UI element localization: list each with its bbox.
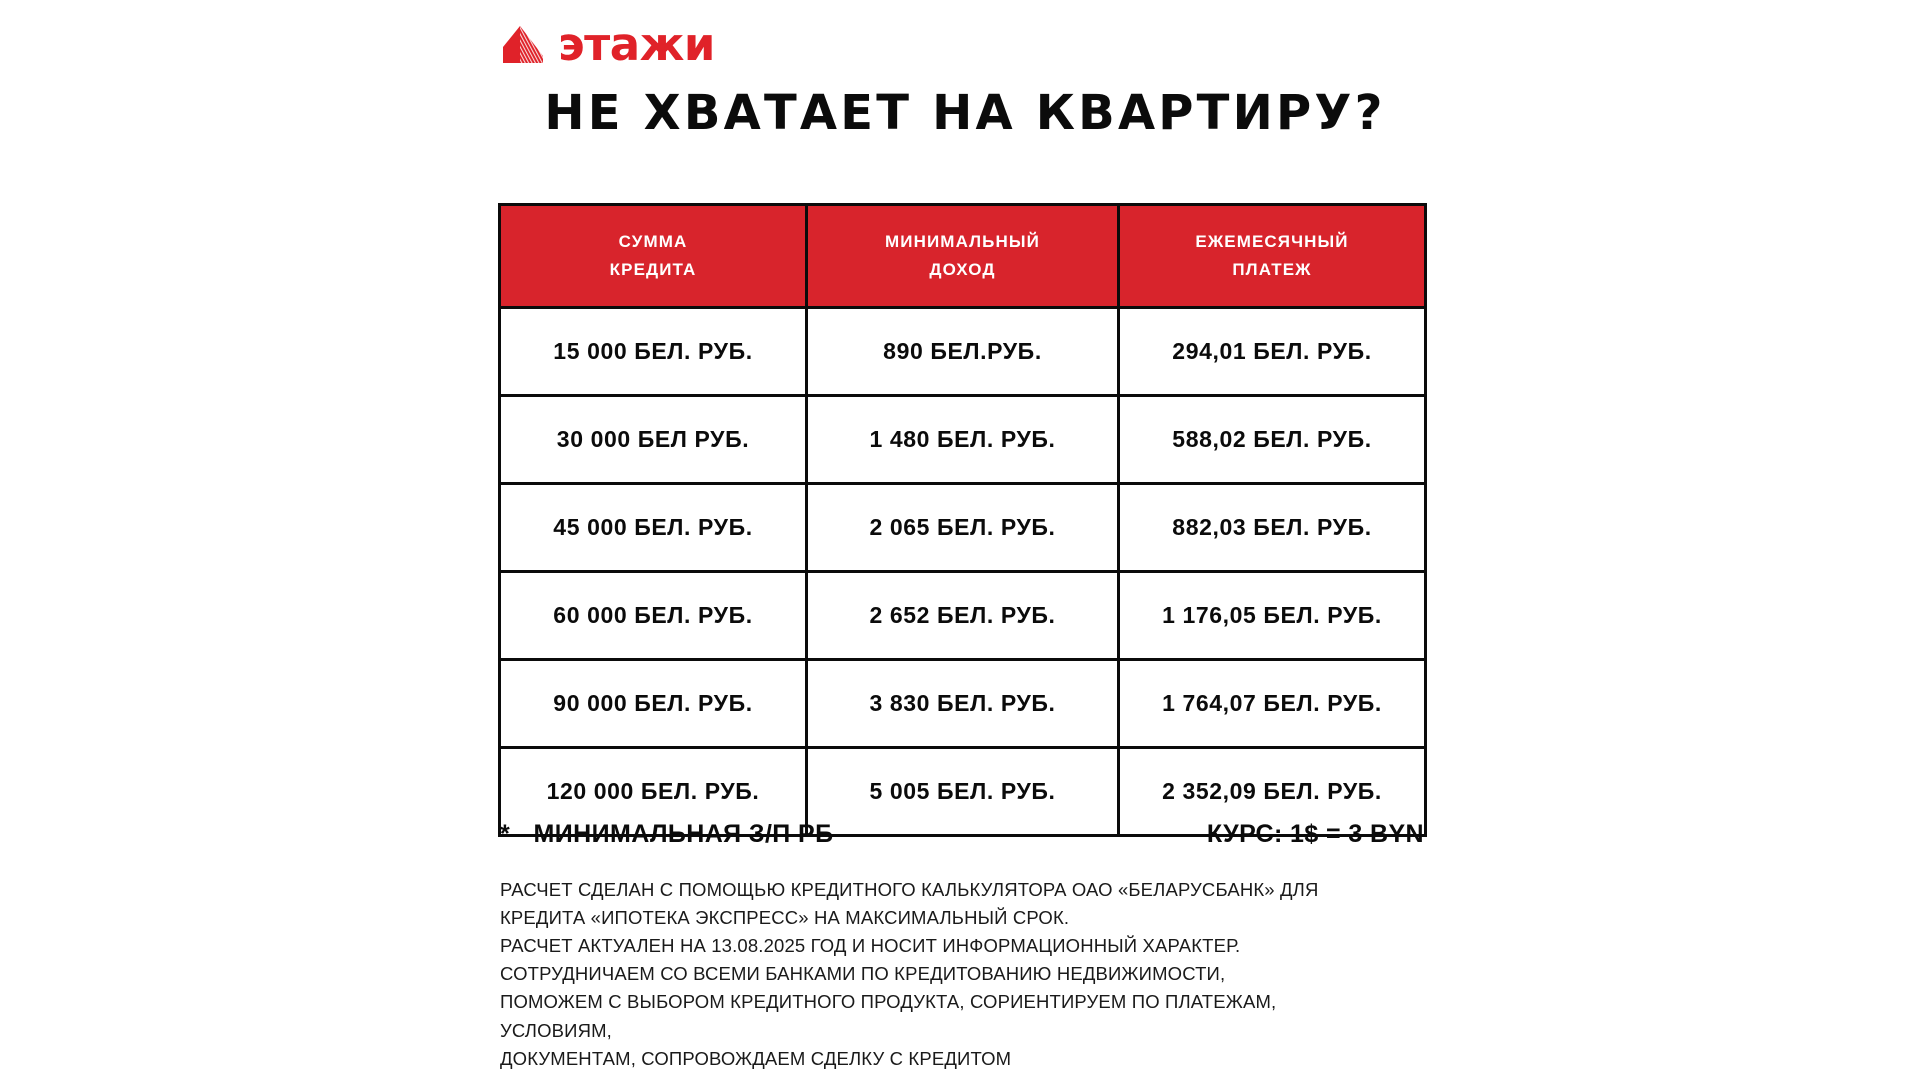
cell-loan-amount: 45 000 БЕЛ. РУБ.: [498, 482, 808, 573]
cell-monthly-payment: 1 176,05 БЕЛ. РУБ.: [1117, 570, 1427, 661]
page-title: НЕ ХВАТАЕТ НА КВАРТИРУ?: [544, 85, 1386, 141]
brand-name: этажи: [558, 17, 715, 71]
cell-monthly-payment: 588,02 БЕЛ. РУБ.: [1117, 394, 1427, 485]
header-line-2: КРЕДИТА: [609, 260, 697, 279]
cell-monthly-payment: 882,03 БЕЛ. РУБ.: [1117, 482, 1427, 573]
disclaimer-block: РАСЧЕТ СДЕЛАН С ПОМОЩЬЮ КРЕДИТНОГО КАЛЬК…: [500, 876, 1460, 1073]
table-header-row: СУММА КРЕДИТА МИНИМАЛЬНЫЙ ДОХОД ЕЖЕМЕСЯЧ…: [498, 203, 1427, 309]
disclaimer-line: ПОМОЖЕМ С ВЫБОРОМ КРЕДИТНОГО ПРОДУКТА, С…: [500, 991, 1277, 1013]
disclaimer-line: УСЛОВИЯМ,: [500, 1019, 612, 1041]
disclaimer-line: РАСЧЕТ АКТУАЛЕН НА 13.08.2025 ГОД И НОСИ…: [500, 935, 1241, 957]
header-line-1: СУММА: [618, 231, 688, 251]
column-header-minimum-income: МИНИМАЛЬНЫЙ ДОХОД: [805, 203, 1120, 309]
cell-loan-amount: 90 000 БЕЛ. РУБ.: [498, 658, 808, 749]
header-line-1: МИНИМАЛЬНЫЙ: [885, 231, 1040, 251]
cell-minimum-income: 3 830 БЕЛ. РУБ.: [805, 658, 1120, 749]
cell-minimum-income: 2 065 БЕЛ. РУБ.: [805, 482, 1120, 573]
cell-monthly-payment: 294,01 БЕЛ. РУБ.: [1117, 306, 1427, 397]
cell-loan-amount: 15 000 БЕЛ. РУБ.: [498, 306, 808, 397]
disclaimer-line: ДОКУМЕНТАМ, СОПРОВОЖДАЕМ СДЕЛКУ С КРЕДИТ…: [500, 1047, 1012, 1069]
minimum-salary-note: * - МИНИМАЛЬНАЯ З/П РБ: [500, 820, 834, 848]
table-row: 15 000 БЕЛ. РУБ. 890 БЕЛ.РУБ. 294,01 БЕЛ…: [498, 306, 1427, 397]
cell-monthly-payment: 2 352,09 БЕЛ. РУБ.: [1117, 746, 1427, 837]
cell-loan-amount: 120 000 БЕЛ. РУБ.: [498, 746, 808, 837]
notes-row: * - МИНИМАЛЬНАЯ З/П РБ КУРС: 1$ = 3 BYN: [500, 820, 1424, 849]
disclaimer-line: КРЕДИТА «ИПОТЕКА ЭКСПРЕСС» НА МАКСИМАЛЬН…: [500, 907, 1070, 929]
brand-logo[interactable]: этажи: [500, 18, 715, 70]
cell-loan-amount: 30 000 БЕЛ РУБ.: [498, 394, 808, 485]
cell-minimum-income: 890 БЕЛ.РУБ.: [805, 306, 1120, 397]
header-line-2: ПЛАТЕЖ: [1232, 260, 1312, 279]
table-row: 30 000 БЕЛ РУБ. 1 480 БЕЛ. РУБ. 588,02 Б…: [498, 394, 1427, 485]
cell-minimum-income: 5 005 БЕЛ. РУБ.: [805, 746, 1120, 837]
table-row: 45 000 БЕЛ. РУБ. 2 065 БЕЛ. РУБ. 882,03 …: [498, 482, 1427, 573]
disclaimer-line: РАСЧЕТ СДЕЛАН С ПОМОЩЬЮ КРЕДИТНОГО КАЛЬК…: [500, 879, 1319, 900]
column-header-loan-amount: СУММА КРЕДИТА: [498, 203, 808, 309]
table-row: 120 000 БЕЛ. РУБ. 5 005 БЕЛ. РУБ. 2 352,…: [498, 746, 1427, 837]
table-row: 90 000 БЕЛ. РУБ. 3 830 БЕЛ. РУБ. 1 764,0…: [498, 658, 1427, 749]
disclaimer-line: СОТРУДНИЧАЕМ СО ВСЕМИ БАНКАМИ ПО КРЕДИТО…: [500, 963, 1226, 985]
cell-monthly-payment: 1 764,07 БЕЛ. РУБ.: [1117, 658, 1427, 749]
cell-minimum-income: 2 652 БЕЛ. РУБ.: [805, 570, 1120, 661]
building-icon: [500, 23, 546, 65]
loan-table: СУММА КРЕДИТА МИНИМАЛЬНЫЙ ДОХОД ЕЖЕМЕСЯЧ…: [498, 203, 1427, 837]
column-header-monthly-payment: ЕЖЕМЕСЯЧНЫЙ ПЛАТЕЖ: [1117, 203, 1427, 309]
cell-loan-amount: 60 000 БЕЛ. РУБ.: [498, 570, 808, 661]
table-row: 60 000 БЕЛ. РУБ. 2 652 БЕЛ. РУБ. 1 176,0…: [498, 570, 1427, 661]
header-line-2: ДОХОД: [929, 260, 996, 279]
header-line-1: ЕЖЕМЕСЯЧНЫЙ: [1195, 231, 1349, 251]
exchange-rate-note: КУРС: 1$ = 3 BYN: [1206, 820, 1424, 848]
cell-minimum-income: 1 480 БЕЛ. РУБ.: [805, 394, 1120, 485]
